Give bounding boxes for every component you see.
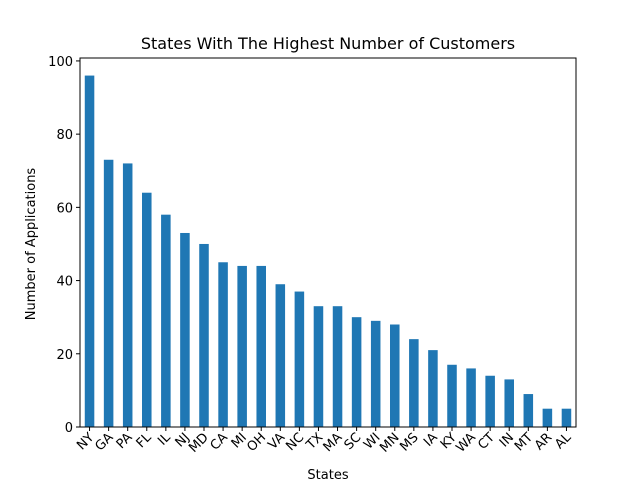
bar-fl: [142, 192, 152, 427]
bar-ms: [409, 339, 419, 427]
bar-nj: [180, 232, 190, 427]
bar-il: [161, 214, 171, 427]
x-tick-label: MS: [397, 430, 421, 454]
chart-title: States With The Highest Number of Custom…: [141, 34, 515, 53]
bar-ny: [84, 75, 95, 428]
y-tick-label: 100: [48, 55, 73, 70]
bar-ca: [218, 262, 228, 427]
bar-mt: [523, 394, 534, 427]
bar-al: [561, 408, 572, 427]
y-tick-label: 20: [56, 348, 73, 363]
bar-ma: [332, 306, 343, 427]
y-tick-label: 60: [56, 201, 73, 216]
bar-nc: [294, 291, 305, 427]
bar-ct: [485, 375, 495, 427]
bar-va: [275, 284, 286, 427]
y-tick-label: 40: [56, 275, 73, 290]
x-tick-label: CA: [208, 430, 231, 453]
y-tick-label: 0: [65, 421, 73, 436]
plot-frame: [79, 57, 577, 428]
bars-group: [84, 75, 572, 428]
x-tick-label: GA: [92, 430, 116, 454]
y-axis-ticks: 0 20 40 60 80 100: [48, 55, 80, 436]
x-tick-label: CT: [475, 430, 498, 453]
x-tick-label: PA: [114, 430, 136, 452]
y-axis-label: Number of Applications: [24, 168, 39, 321]
x-tick-label: IN: [497, 430, 517, 450]
bar-wi: [370, 320, 381, 427]
bar-pa: [122, 163, 133, 427]
x-tick-label: AL: [552, 430, 575, 453]
bar-tx: [313, 306, 324, 427]
bar-ar: [542, 408, 553, 427]
bar-ia: [428, 350, 438, 427]
bar-in: [504, 379, 514, 427]
x-tick-label: FL: [134, 430, 156, 452]
x-axis-label: States: [307, 468, 348, 480]
bar-ky: [447, 364, 457, 427]
bar-mn: [390, 324, 400, 427]
bar-sc: [351, 317, 362, 427]
y-tick-label: 80: [56, 128, 73, 143]
bar-mi: [237, 265, 247, 427]
x-tick-label: IL: [155, 430, 174, 449]
bar-wa: [466, 368, 476, 427]
bar-ga: [103, 159, 114, 427]
bar-md: [199, 243, 209, 427]
x-tick-label: IA: [421, 430, 441, 450]
bar-oh: [256, 265, 266, 427]
